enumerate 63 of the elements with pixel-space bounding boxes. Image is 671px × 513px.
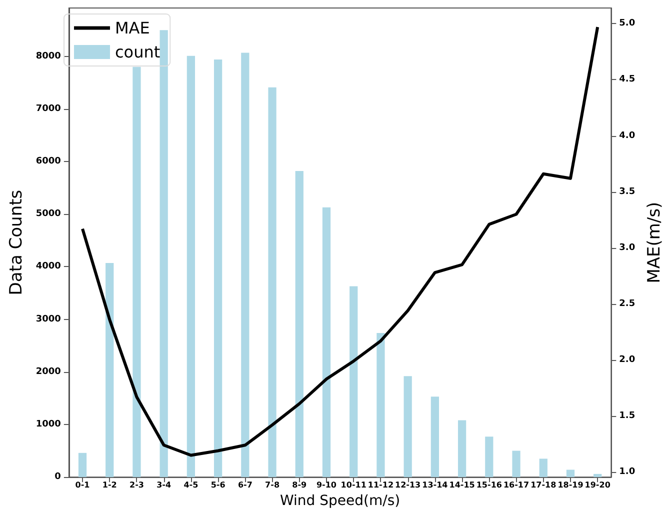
x-tick-label: 16-17 [503,480,530,490]
x-tick-label: 2-3 [130,480,144,490]
bar [106,263,114,478]
bar [241,52,250,478]
bar [539,458,548,478]
y2-axis-title: MAE(m/s) [644,202,664,284]
bar [376,333,385,478]
x-tick-label: 11-12 [368,480,394,490]
bar [594,474,602,478]
bar [430,396,440,478]
x-tick-label: 19-20 [584,480,611,490]
x-tick-label: 10-11 [340,480,367,490]
y2-tick-label: 3.5 [619,186,636,197]
y-tick-label: 3000 [36,314,61,324]
x-tick-label: 9-10 [316,480,337,490]
bar [132,66,141,478]
bar [566,470,575,478]
y-tick-label: 4000 [36,262,61,272]
x-tick-label: 6-7 [238,480,252,490]
x-axis-title: Wind Speed(m/s) [280,493,400,509]
y2-tick-label: 3.0 [619,242,636,253]
legend-label: count [115,42,160,62]
bar [295,171,304,478]
bar [485,436,494,478]
y-tick-label: 0 [54,472,61,482]
legend-label: MAE [115,18,150,38]
bar [160,30,168,478]
y-tick-label: 1000 [36,420,61,430]
y2-tick-label: 4.0 [619,130,636,141]
x-tick-label: 18-19 [558,480,584,490]
x-tick-label: 8-9 [292,480,308,490]
bar [404,376,412,478]
bar [512,450,520,478]
bar [458,420,466,478]
y2-tick-label: 2.0 [619,354,636,365]
x-tick-label: 5-6 [210,480,226,490]
y-axis-title: Data Counts [6,190,26,296]
bar [268,87,276,478]
x-tick-label: 3-4 [156,480,172,490]
x-tick-label: 12-13 [395,480,421,490]
x-tick-label: 17-18 [530,480,557,490]
y2-tick-label: 1.5 [619,411,636,422]
bar [350,286,358,478]
x-tick-label: 15-16 [476,480,502,490]
y-tick-label: 6000 [36,156,61,167]
bar [214,60,222,478]
y2-tick-label: 4.5 [619,74,636,85]
x-tick-label: 14-15 [449,480,476,490]
x-tick-label: 13-14 [422,480,448,490]
x-tick-label: 0-1 [75,480,90,490]
bar [186,56,196,478]
x-tick-label: 1-2 [102,480,117,490]
y2-tick-label: 2.5 [619,298,636,309]
x-tick-label: 4-5 [184,480,199,490]
y-tick-label: 2000 [36,366,61,377]
bar [78,452,87,478]
y-tick-label: 5000 [36,209,61,220]
y-tick-label: 8000 [36,51,61,62]
y-tick-label: 7000 [36,104,61,114]
x-tick-label: 7-8 [265,480,280,490]
y2-tick-label: 1.0 [619,467,636,478]
bar [322,207,331,478]
y2-tick-label: 5.0 [619,18,636,29]
